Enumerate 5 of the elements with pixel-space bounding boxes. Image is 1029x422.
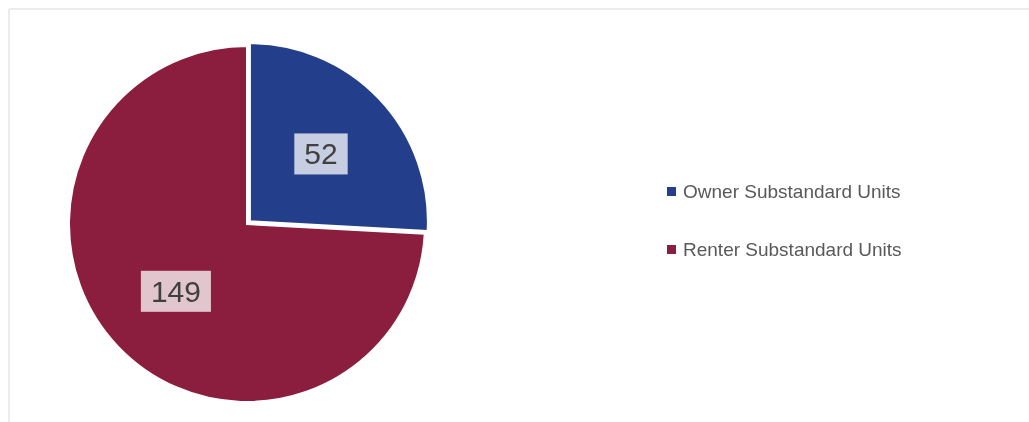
legend-label: Owner Substandard Units <box>683 180 901 202</box>
legend-label: Renter Substandard Units <box>683 238 902 260</box>
pie-slice <box>68 45 426 403</box>
data-label: 52 <box>304 137 338 171</box>
data-label: 149 <box>150 274 201 308</box>
